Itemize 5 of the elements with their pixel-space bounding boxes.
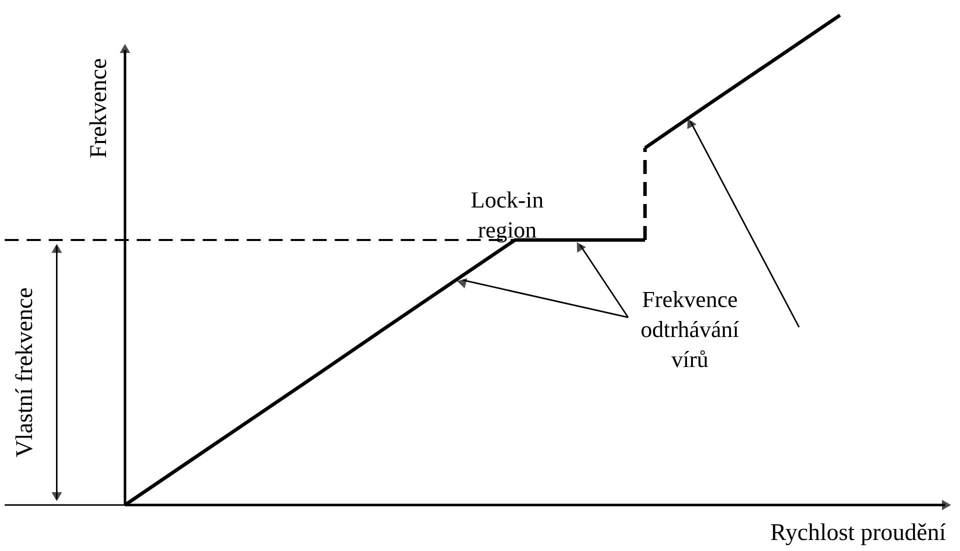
y-axis-title: Frekvence: [86, 58, 112, 158]
annotation: Lock-in region: [470, 187, 544, 242]
annotation: Frekvence odtrhávání vírů: [640, 287, 740, 372]
x-axis-title: Rychlost proudění: [770, 520, 946, 546]
ref-line-label: Vlastní frekvence: [12, 288, 38, 458]
